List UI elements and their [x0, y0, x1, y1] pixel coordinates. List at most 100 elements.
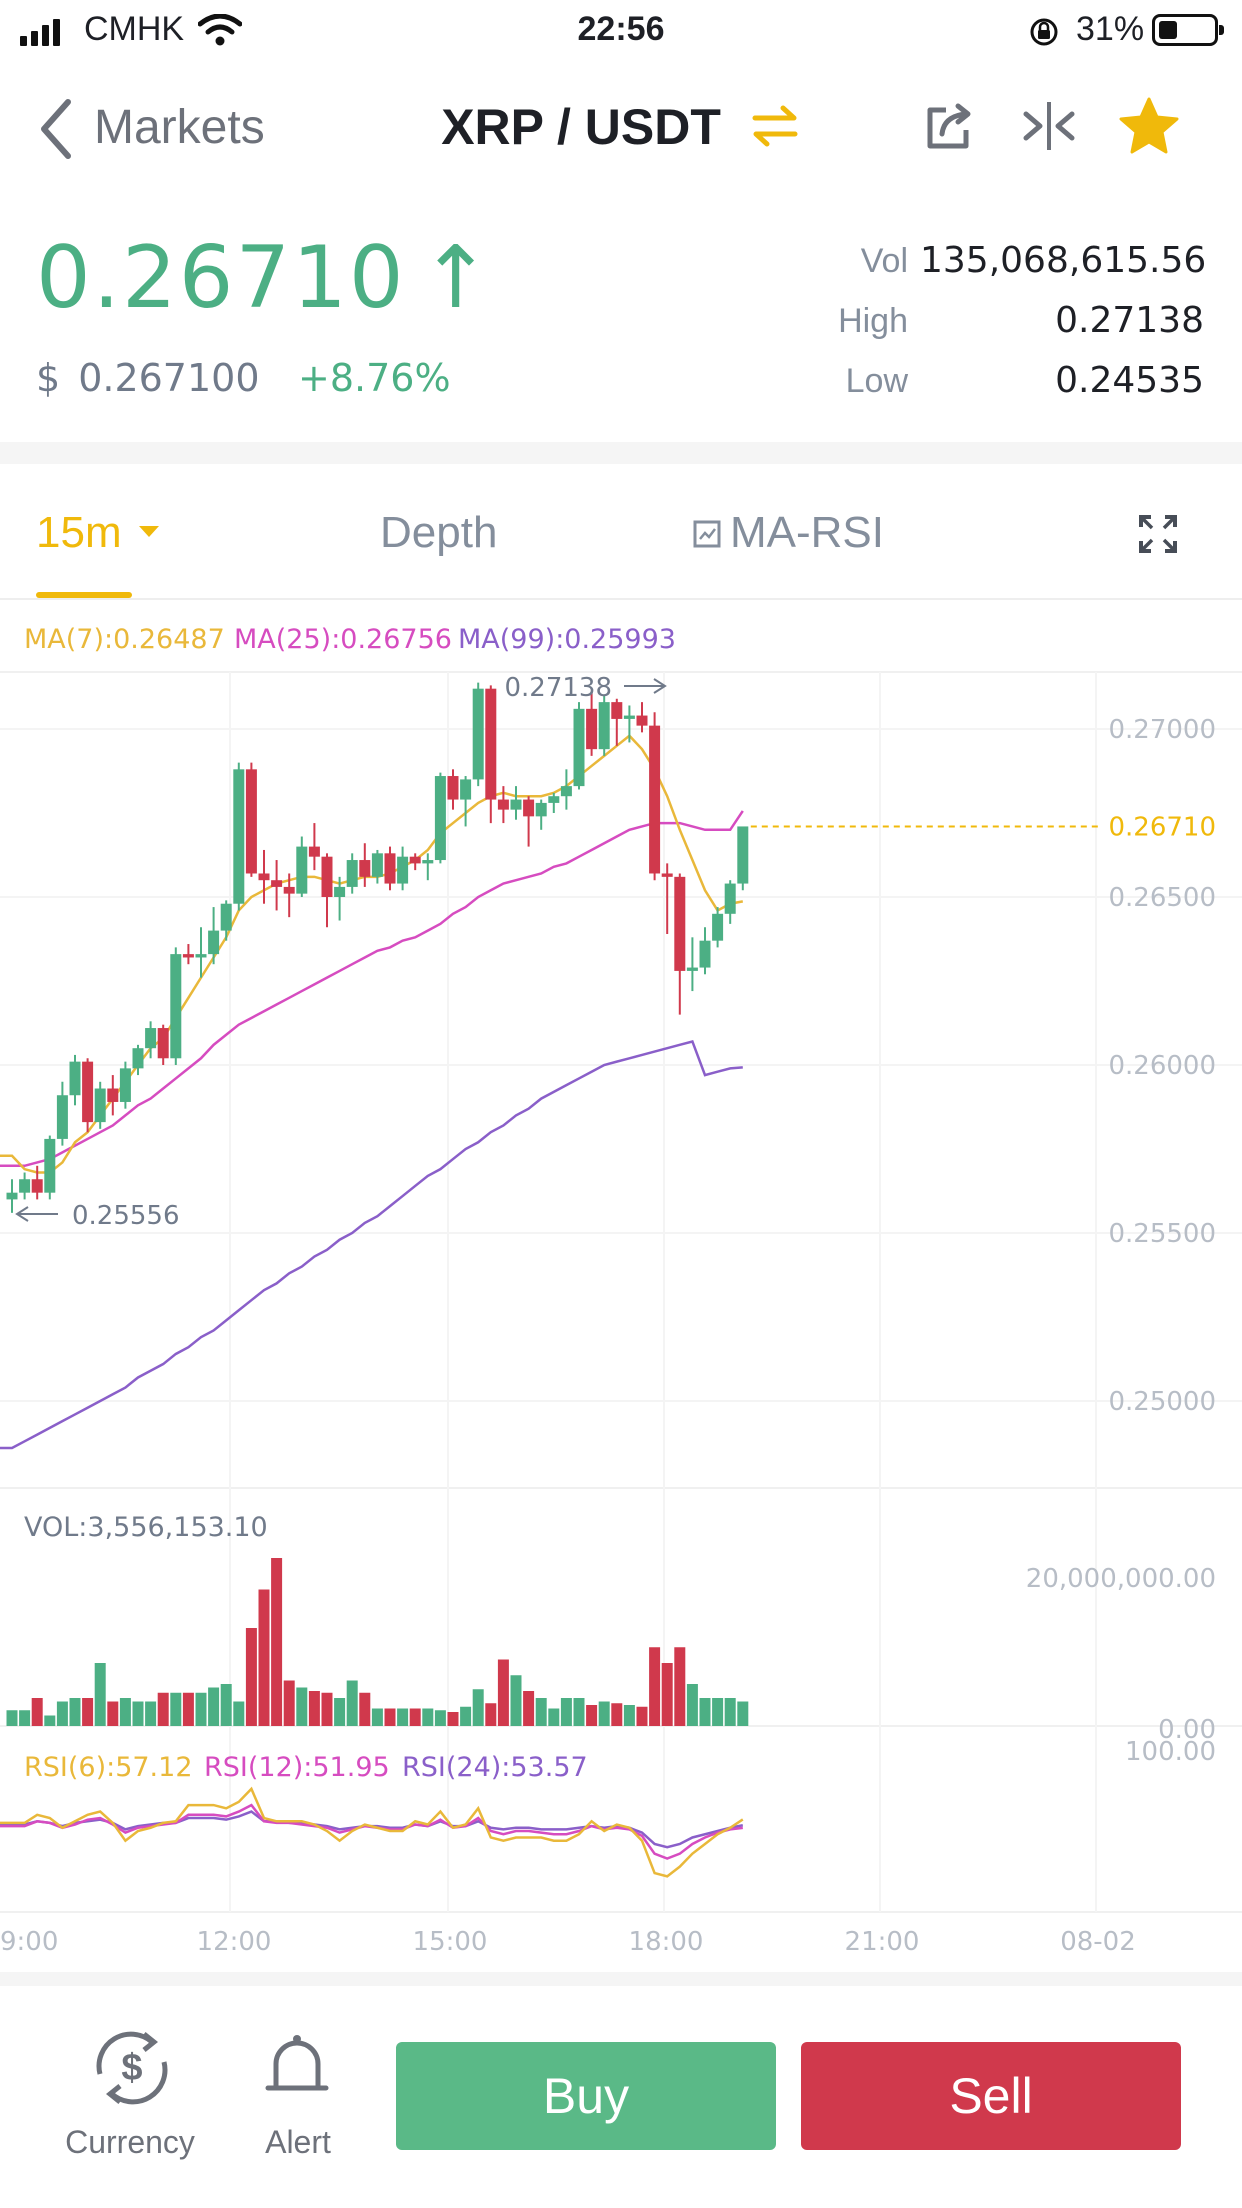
candle-body [598, 702, 610, 750]
candle-body [170, 954, 182, 1059]
volume-bar [271, 1558, 283, 1726]
alert-button[interactable]: Alert [248, 2028, 348, 2168]
volume-bar [699, 1698, 711, 1726]
candle-body [220, 903, 232, 931]
volume-bar [334, 1698, 346, 1726]
candle-body [271, 880, 283, 887]
dropdown-caret-icon[interactable] [138, 525, 160, 539]
alert-label[interactable]: Alert [265, 2124, 331, 2160]
volume-bar [636, 1706, 648, 1726]
indicator-label[interactable]: MA-RSI [730, 508, 884, 557]
tab-indicator[interactable]: MA-RSI [692, 508, 884, 558]
ma99-line [0, 1039, 743, 1450]
volume-bar [359, 1692, 371, 1726]
candle-body [321, 856, 333, 897]
bell-icon[interactable] [262, 2028, 332, 2108]
compare-icon[interactable] [1020, 100, 1078, 152]
time-axis-label: 15:00 [413, 1927, 488, 1957]
candle-body [107, 1088, 119, 1102]
currency-label[interactable]: Currency [65, 2124, 195, 2160]
candle-body [623, 715, 635, 719]
price-chart[interactable]: 0.27000 0.26500 0.26000 0.25500 0.25000 0.267… [0, 600, 1242, 1972]
volume-bar [44, 1715, 56, 1726]
candle-body [145, 1028, 157, 1049]
section-divider [0, 442, 1242, 464]
volume-bar [31, 1698, 43, 1726]
volume-bar [611, 1703, 623, 1726]
candle-body [523, 799, 535, 817]
volume-bar [623, 1705, 635, 1726]
fullscreen-icon[interactable] [1138, 514, 1178, 554]
tab-depth[interactable]: Depth [380, 508, 498, 557]
pair-title[interactable]: XRP / USDT [0, 98, 1242, 156]
candle-body [699, 940, 711, 968]
currency-button[interactable]: $ Currency [60, 2028, 200, 2168]
candle-body [686, 967, 698, 971]
volume-bar [674, 1647, 686, 1726]
volume-bar [661, 1663, 673, 1726]
price-axis-label: 0.25500 [1108, 1219, 1216, 1249]
candle-body [132, 1048, 144, 1069]
back-chevron-icon[interactable] [36, 98, 76, 160]
tabs-divider [0, 598, 1242, 600]
volume-bar [220, 1684, 232, 1726]
tab-interval[interactable]: 15m [36, 508, 160, 558]
volume-bar [397, 1708, 409, 1726]
wifi-icon [198, 14, 242, 46]
candle-body [422, 860, 434, 864]
battery-icon [1152, 14, 1224, 46]
active-tab-indicator [36, 592, 132, 598]
volume-bar [308, 1691, 320, 1726]
indicator-icon[interactable] [692, 519, 722, 549]
candle-body [346, 860, 358, 887]
volume-bar [371, 1708, 383, 1726]
candle-body [94, 1088, 106, 1123]
candle-body [636, 715, 648, 726]
candles [6, 682, 749, 1213]
candle-body [447, 776, 459, 800]
axis-labels: 0.27000 0.26500 0.26000 0.25500 0.25000 0.267… [0, 673, 1216, 1957]
back-button[interactable]: Markets [94, 101, 265, 154]
volume-bar [384, 1708, 396, 1726]
candle-body [195, 954, 207, 958]
candle-body [371, 853, 383, 877]
interval-label[interactable]: 15m [36, 508, 122, 557]
candle-body [737, 826, 749, 884]
volume-bar [195, 1692, 207, 1726]
candle-body [283, 886, 295, 894]
carrier-label: CMHK [84, 10, 185, 48]
volume-bar [560, 1698, 572, 1726]
rsi24-legend: RSI(24):53.57 [402, 1752, 588, 1783]
candle-body [472, 688, 484, 780]
volume-bar [586, 1705, 598, 1726]
volume-bar [460, 1706, 472, 1726]
svg-text:$: $ [121, 2047, 142, 2089]
rsi6-legend: RSI(6):57.12 [24, 1752, 193, 1783]
share-icon[interactable] [924, 100, 976, 152]
candle-body [497, 799, 509, 810]
currency-exchange-icon[interactable]: $ [82, 2028, 182, 2108]
volume-bar [649, 1647, 661, 1726]
sell-button[interactable]: Sell [801, 2042, 1181, 2150]
high-value: 0.27138 [1055, 300, 1204, 341]
volume-bar [233, 1701, 245, 1726]
low-value: 0.24535 [1055, 360, 1204, 401]
volume-bar [497, 1659, 509, 1726]
volume-bar [19, 1710, 31, 1726]
rsi12-line [0, 1803, 743, 1860]
volume-bar [523, 1691, 535, 1726]
buy-button[interactable]: Buy [396, 2042, 776, 2150]
candle-body [56, 1095, 68, 1139]
candle-body [485, 688, 497, 800]
swap-arrows-icon[interactable] [749, 100, 801, 152]
volume-bar [69, 1698, 81, 1726]
volume-bar [6, 1710, 18, 1726]
pair-label[interactable]: XRP / USDT [441, 99, 721, 155]
candle-body [460, 779, 472, 800]
volume-bar [157, 1692, 169, 1726]
volume-bar [145, 1701, 157, 1726]
clock: 22:56 [577, 10, 665, 48]
volume-bar [409, 1708, 421, 1726]
favorite-star-icon[interactable] [1118, 96, 1180, 156]
volume-bar [724, 1698, 736, 1726]
